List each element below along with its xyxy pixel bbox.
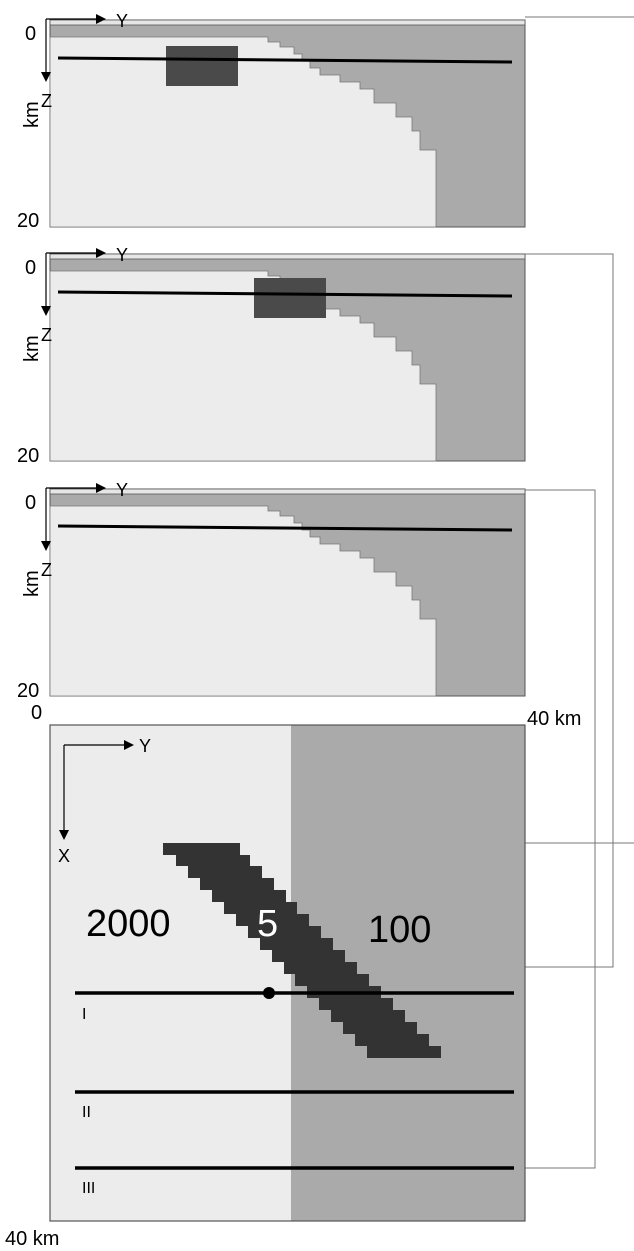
z-axis-label: Z: [41, 325, 52, 345]
section-surface-layer: [49, 253, 526, 260]
cross-section-1: Y Z 0 20 km: [17, 11, 634, 232]
depth-unit-label: km: [21, 335, 43, 362]
y-axis-label: Y: [116, 480, 128, 500]
depth-bottom-label: 20: [17, 210, 39, 232]
depth-unit-label: km: [21, 570, 43, 597]
section-profile-line: [57, 290, 513, 298]
y-axis-label: Y: [116, 11, 128, 31]
depth-top-label: 0: [25, 257, 36, 279]
cross-section-3: Y Z 0 20 km: [17, 480, 526, 702]
section-surface-layer: [49, 19, 526, 26]
y-axis-label: Y: [116, 245, 128, 265]
observation-point: [263, 987, 275, 999]
section-profile-line: [57, 56, 513, 64]
plan-bottom-extent-label: 40 km: [5, 1228, 59, 1250]
plan-frame: [49, 724, 526, 1222]
connector-profile-I: [525, 253, 614, 968]
profile-label-III: III: [82, 1180, 95, 1197]
z-axis-label: Z: [41, 91, 52, 111]
section-conductive-body: [254, 278, 326, 318]
depth-top-label: 0: [25, 23, 36, 45]
cross-section-2: Y Z 0 20 km: [17, 245, 526, 467]
resistivity-body-label: 5: [257, 903, 278, 945]
plan-right-extent-label: 40 km: [527, 708, 581, 730]
profile-label-I: I: [82, 1006, 86, 1023]
connector-profile-III: [525, 489, 596, 1169]
section-left-block: [49, 505, 437, 697]
z-axis-label: Z: [41, 560, 52, 580]
resistivity-right-label: 100: [368, 909, 431, 951]
section-profile-line: [57, 524, 513, 532]
plan-conductive-body: [163, 843, 441, 1058]
plan-x-axis-label: X: [58, 846, 70, 866]
profile-connectors: [525, 253, 634, 1169]
plan-view: Y X 2000 5 100 I II III 0 40 km 40 km: [5, 702, 581, 1250]
profile-label-II: II: [82, 1104, 91, 1121]
resistivity-left-label: 2000: [86, 903, 171, 945]
plan-light-block: [50, 725, 291, 1221]
plan-y-axis-label: Y: [139, 736, 151, 756]
plan-origin-label: 0: [31, 702, 42, 724]
depth-bottom-label: 20: [17, 445, 39, 467]
section-surface-layer: [49, 488, 526, 495]
depth-top-label: 0: [25, 492, 36, 514]
section-conductive-body: [166, 46, 238, 86]
depth-bottom-label: 20: [17, 680, 39, 702]
depth-unit-label: km: [21, 101, 43, 128]
section-left-block: [49, 36, 437, 228]
